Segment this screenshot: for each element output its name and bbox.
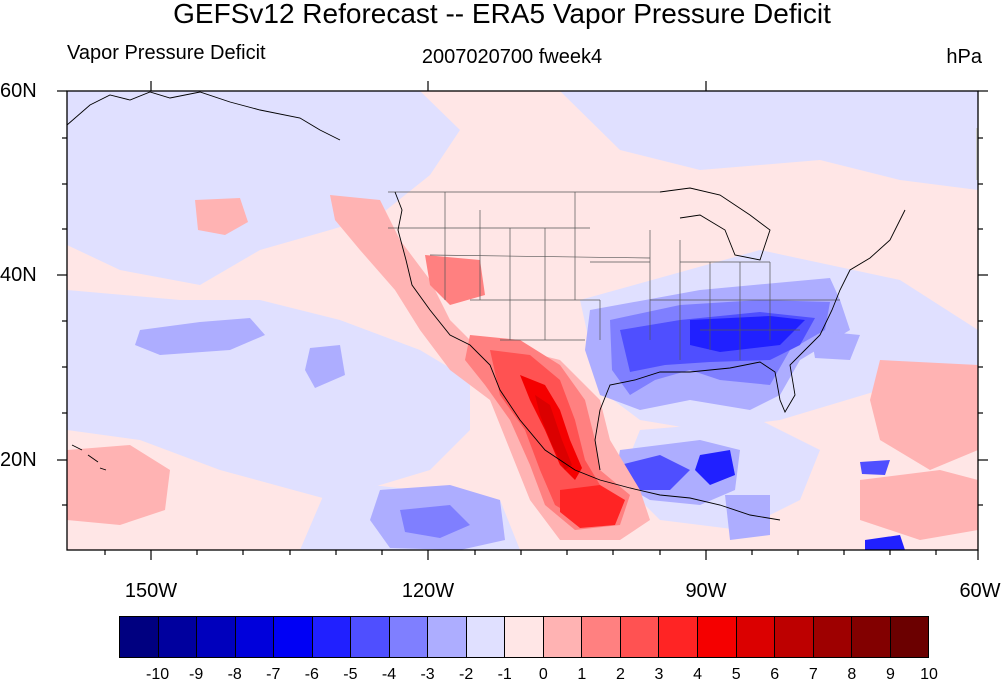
colorbar-tick-label: -10 [146,666,170,683]
colorbar-swatch [775,617,814,657]
colorbar-tick-label: 9 [885,666,895,683]
colorbar-swatch [158,617,198,657]
colorbar-swatch [543,617,583,657]
colorbar-swatch [620,617,660,657]
colorbar-tick-label: -7 [266,666,281,683]
colorbar-swatch [235,617,275,657]
colorbar-swatch [428,617,467,657]
colorbar-tick-label: -3 [420,666,435,683]
colorbar-swatch [813,617,853,657]
colorbar-swatch [466,617,506,657]
colorbar-tick-label: 3 [654,666,664,683]
colorbar-tick-label: -4 [381,666,397,683]
colorbar-swatch [582,617,621,657]
colorbar-swatch [697,617,737,657]
colorbar-swatch [274,617,313,657]
variable-label: Vapor Pressure Deficit [67,42,266,64]
colorbar-tick-label: -5 [343,666,358,683]
colorbar-tick-label: -2 [459,666,474,683]
lon-label-150w: 150W [124,580,178,602]
colorbar-swatch [659,617,698,657]
colorbar-swatch [890,617,929,657]
vpd-anomaly-field [67,91,978,550]
colorbar-swatch [120,617,159,657]
lon-label-90w: 90W [685,580,727,602]
colorbar-swatch [351,617,390,657]
axis-ticks [57,81,988,560]
colorbar-swatch [852,617,891,657]
colorbar-tick-label: -9 [189,666,204,683]
lon-label-120w: 120W [401,580,455,602]
lat-label-60n: 60N [0,80,37,102]
colorbar-tick-label: -6 [304,666,319,683]
colorbar-tick-label: 1 [577,666,587,683]
colorbar-tick-label: 7 [808,666,818,683]
colorbar-swatch [736,617,776,657]
lon-label-60w: 60W [959,580,1001,602]
colorbar-tick-label: 5 [731,666,741,683]
colorbar-swatch [312,617,352,657]
date-label: 2007020700 fweek4 [421,46,603,68]
lat-label-20n: 20N [0,449,37,471]
map-title: GEFSv12 Reforecast -- ERA5 Vapor Pressur… [173,0,831,29]
colorbar-tick-label: 0 [538,666,548,683]
colorbar-tick-label: -8 [227,666,242,683]
colorbar [119,616,929,658]
units-label: hPa [946,46,982,68]
colorbar-tick-label: 2 [615,666,625,683]
lat-label-40n: 40N [0,264,37,286]
colorbar-tick-label: -1 [497,666,512,683]
colorbar-swatch [505,617,544,657]
colorbar-swatch [389,617,429,657]
colorbar-tick-label: 6 [770,666,780,683]
colorbar-tick-label: 10 [920,666,938,683]
colorbar-swatch [197,617,236,657]
colorbar-tick-label: 8 [847,666,857,683]
colorbar-tick-label: 4 [693,666,703,683]
